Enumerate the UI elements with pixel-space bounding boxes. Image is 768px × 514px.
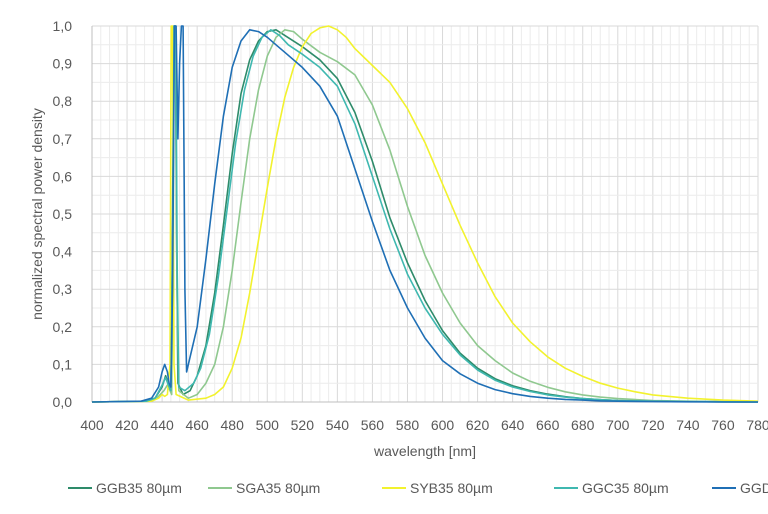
x-tick-label: 740 <box>676 417 700 433</box>
x-tick-label: 460 <box>185 417 209 433</box>
legend-label: SYB35 80µm <box>410 480 493 496</box>
legend-label: GGD35 <box>740 480 768 496</box>
x-tick-label: 680 <box>571 417 595 433</box>
x-tick-label: 580 <box>396 417 420 433</box>
y-tick-label: 0,2 <box>53 319 73 335</box>
legend-label: GGB35 80µm <box>96 480 182 496</box>
x-tick-label: 720 <box>641 417 665 433</box>
series-line-2 <box>91 25 759 403</box>
x-tick-label: 420 <box>115 417 139 433</box>
legend-label: SGA35 80µm <box>236 480 320 496</box>
x-axis-title: wavelength [nm] <box>373 443 476 459</box>
y-tick-label: 0,3 <box>53 281 73 297</box>
x-tick-label: 480 <box>221 417 245 433</box>
y-tick-label: 0,9 <box>53 56 73 72</box>
x-tick-label: 540 <box>326 417 350 433</box>
y-tick-label: 0,4 <box>53 244 73 260</box>
x-tick-label: 400 <box>80 417 104 433</box>
y-tick-label: 0,7 <box>53 131 73 147</box>
y-tick-label: 0,5 <box>53 206 73 222</box>
x-tick-label: 600 <box>431 417 455 433</box>
x-tick-label: 500 <box>256 417 280 433</box>
y-tick-label: 0,8 <box>53 93 73 109</box>
x-tick-label: 700 <box>606 417 630 433</box>
series-lines <box>91 25 759 403</box>
x-tick-label: 660 <box>536 417 560 433</box>
tick-labels: 400 420 440 460 480 500 520 540 560 580 600 620 640 6… <box>53 18 768 433</box>
y-axis-title: normalized spectral power density <box>29 108 45 320</box>
x-tick-label: 760 <box>711 417 735 433</box>
x-tick-label: 620 <box>466 417 490 433</box>
x-tick-label: 440 <box>150 417 174 433</box>
legend: GGB35 80µm SGA35 80µm SYB35 80µm GGC35 80µm… <box>68 480 768 496</box>
y-tick-label: 0,1 <box>53 356 73 372</box>
series-line-4 <box>91 25 758 403</box>
grid-lines <box>91 25 759 403</box>
y-tick-label: 0,0 <box>53 394 73 410</box>
x-tick-label: 560 <box>361 417 385 433</box>
y-tick-label: 1,0 <box>53 18 73 34</box>
legend-label: GGC35 80µm <box>582 480 669 496</box>
x-tick-label: 520 <box>291 417 315 433</box>
y-tick-label: 0,6 <box>53 168 73 184</box>
x-tick-label: 640 <box>501 417 525 433</box>
x-tick-label: 780 <box>746 417 768 433</box>
